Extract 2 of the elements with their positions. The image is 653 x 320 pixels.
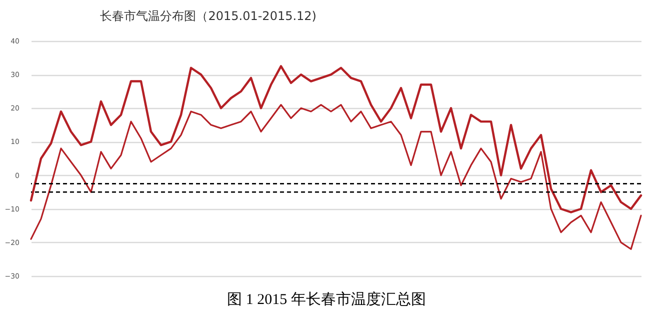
- chart-title: 长春市气温分布图（2015.01-2015.12): [100, 9, 316, 23]
- caption: 图 1 2015 年长春市温度汇总图: [226, 290, 427, 309]
